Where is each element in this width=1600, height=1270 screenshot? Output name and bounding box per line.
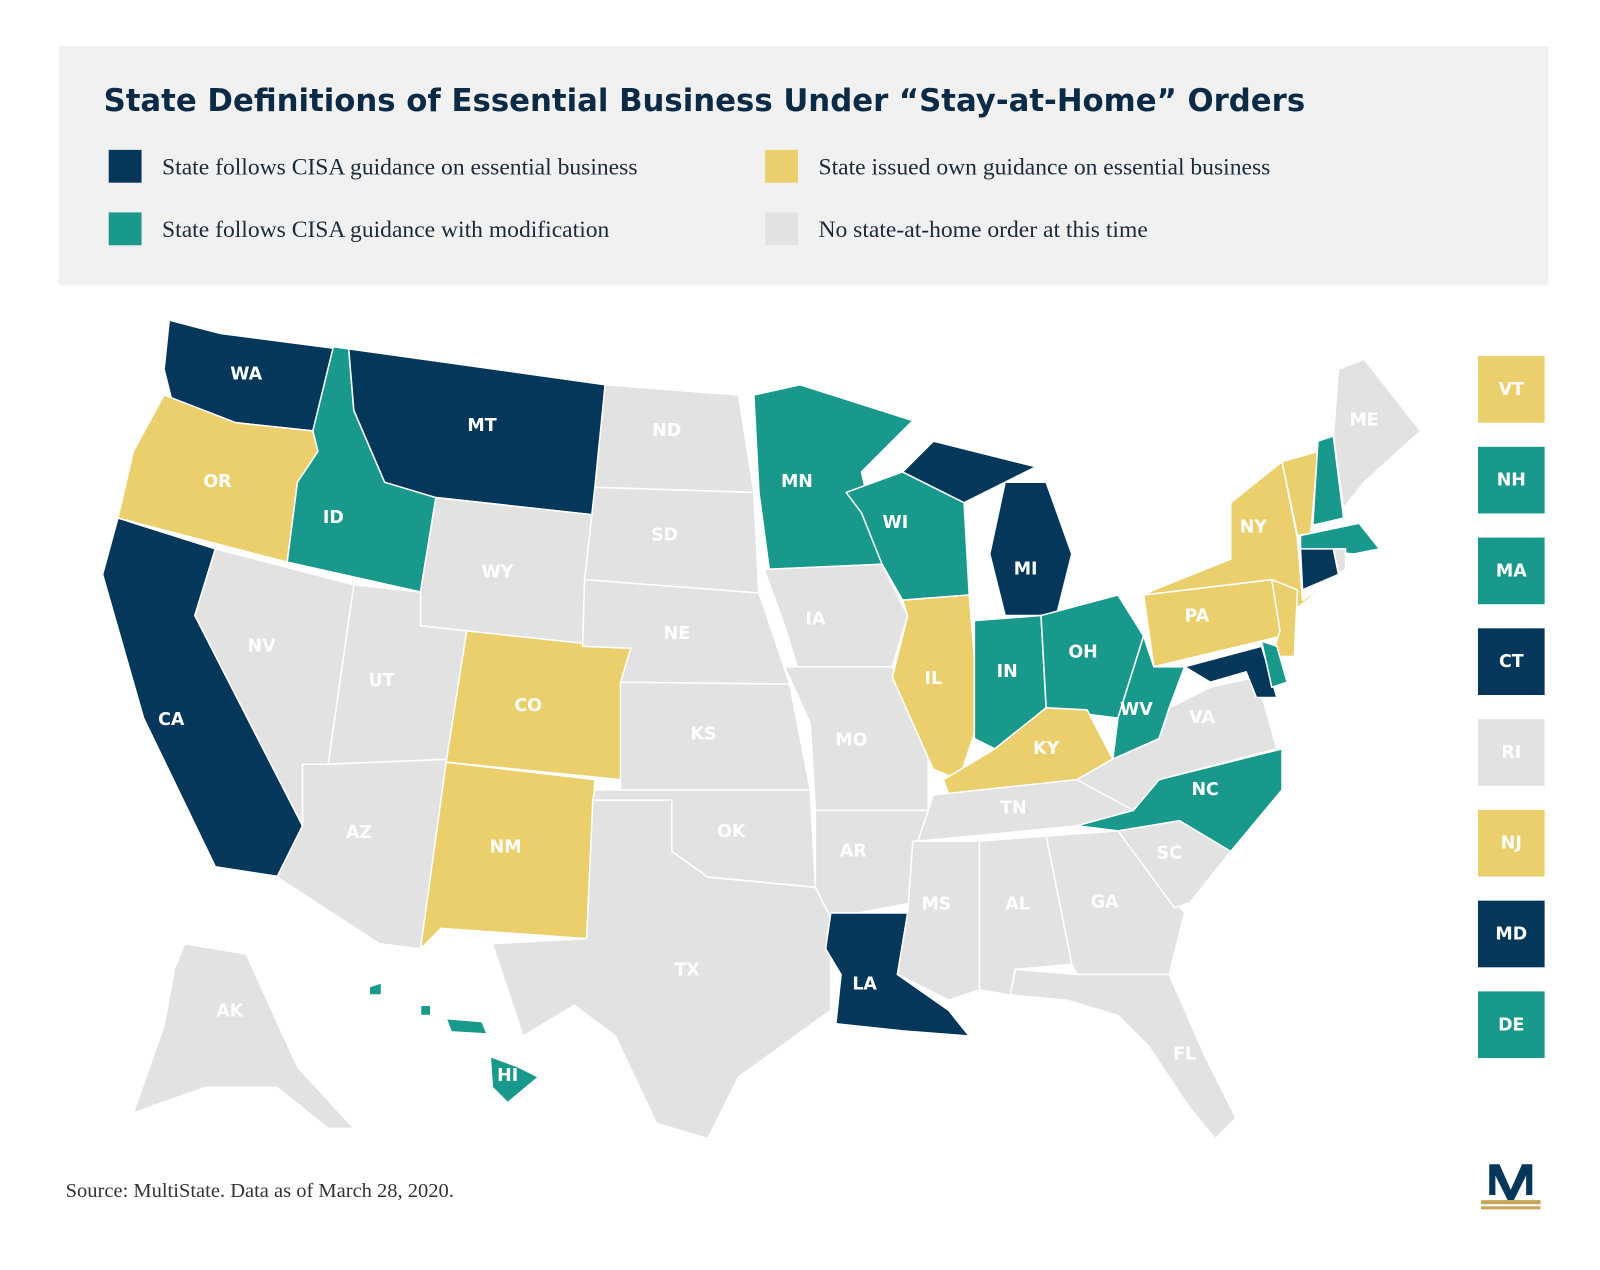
state-label: MI bbox=[1014, 559, 1038, 579]
state-shape bbox=[1299, 548, 1340, 591]
state-label: GA bbox=[1091, 893, 1119, 913]
state-shape bbox=[1112, 635, 1186, 760]
state-label: MN bbox=[781, 472, 813, 492]
small-state-box bbox=[1477, 356, 1545, 423]
state-shape bbox=[891, 594, 981, 781]
state-shape bbox=[132, 942, 355, 1130]
state-shape bbox=[1142, 460, 1335, 617]
state-label: KS bbox=[691, 724, 717, 744]
logo bbox=[1481, 1164, 1541, 1210]
state-label: NC bbox=[1191, 780, 1218, 800]
header-panel bbox=[58, 46, 1549, 286]
state-label: ND bbox=[652, 421, 681, 441]
small-state-box bbox=[1477, 719, 1545, 786]
state-label: TN bbox=[1000, 798, 1026, 818]
state-shape bbox=[1299, 522, 1381, 555]
state-label: IL bbox=[925, 669, 943, 689]
state-label: IN bbox=[997, 662, 1018, 682]
state-label: OK bbox=[717, 822, 747, 842]
legend-swatch bbox=[108, 212, 142, 246]
small-state-label: RI bbox=[1501, 743, 1521, 763]
legend-swatch bbox=[765, 212, 798, 246]
state-shape bbox=[1312, 435, 1345, 527]
state-label: AL bbox=[1005, 895, 1030, 915]
small-state-box bbox=[1477, 900, 1545, 968]
state-shape bbox=[1271, 578, 1299, 658]
us-map bbox=[101, 319, 1422, 1140]
legend-swatch bbox=[108, 149, 142, 183]
legend-swatch bbox=[765, 149, 798, 183]
state-shape bbox=[814, 809, 929, 919]
small-state-box bbox=[1477, 446, 1545, 514]
small-state-label: MD bbox=[1495, 924, 1527, 944]
small-state-label: MA bbox=[1496, 561, 1527, 581]
state-label: MO bbox=[835, 731, 867, 751]
state-shape bbox=[1183, 645, 1278, 699]
small-state-box bbox=[1477, 809, 1545, 877]
state-shape bbox=[1332, 358, 1422, 509]
state-label: ME bbox=[1349, 411, 1378, 431]
state-label: ID bbox=[323, 508, 344, 528]
state-shape bbox=[368, 981, 540, 1104]
state-label: UT bbox=[369, 671, 395, 691]
state-shape bbox=[491, 799, 832, 1140]
state-labels: WA OR CA ID MT WY NV UT AZ CO NM ND SD NE KS OK TX MN IA MO… bbox=[158, 364, 1379, 1086]
title: State Definitions of Essential Business … bbox=[104, 83, 1306, 119]
state-label: CA bbox=[158, 710, 185, 730]
state-shape bbox=[763, 563, 909, 676]
state-shape bbox=[1009, 968, 1237, 1140]
state-label: KY bbox=[1033, 739, 1060, 759]
small-state-boxes: VT NH MA CT RI NJ MD DE bbox=[1477, 356, 1545, 1059]
small-state-label: NH bbox=[1497, 471, 1526, 491]
state-label: AZ bbox=[346, 823, 372, 843]
state-shape bbox=[419, 761, 596, 950]
state-label: WV bbox=[1120, 700, 1153, 720]
state-label: PA bbox=[1185, 607, 1210, 627]
small-state-label: CT bbox=[1499, 652, 1524, 672]
state-label: LA bbox=[852, 975, 877, 995]
state-label: OR bbox=[203, 472, 232, 492]
small-state-label: NJ bbox=[1501, 834, 1522, 854]
state-label: NM bbox=[490, 837, 522, 857]
state-label: OH bbox=[1068, 642, 1097, 662]
legend-label: State follows CISA guidance with modific… bbox=[162, 217, 609, 243]
state-label: NY bbox=[1240, 517, 1268, 537]
state-label: MS bbox=[921, 895, 951, 915]
state-label: MT bbox=[467, 416, 496, 436]
state-label: CO bbox=[514, 696, 542, 716]
state-label: NE bbox=[664, 624, 690, 644]
small-state-label: VT bbox=[1499, 380, 1524, 400]
state-shape bbox=[1332, 548, 1347, 574]
state-label: WA bbox=[230, 364, 262, 384]
state-label: SC bbox=[1157, 843, 1182, 863]
small-state-label: DE bbox=[1498, 1015, 1524, 1035]
source-note: Source: MultiState. Data as of March 28,… bbox=[66, 1180, 454, 1202]
legend-label: State follows CISA guidance on essential… bbox=[162, 154, 637, 180]
state-shape bbox=[1260, 640, 1288, 689]
state-label: AK bbox=[216, 1001, 244, 1021]
small-state-box bbox=[1477, 537, 1545, 605]
state-label: HI bbox=[497, 1066, 518, 1086]
state-label: WI bbox=[883, 513, 909, 533]
legend: State follows CISA guidance on essential… bbox=[108, 149, 1270, 246]
legend-label: No state-at-home order at this time bbox=[818, 217, 1147, 243]
state-label: NV bbox=[247, 636, 276, 656]
state-label: IA bbox=[805, 610, 825, 630]
state-label: TX bbox=[675, 960, 701, 980]
state-label: VA bbox=[1189, 708, 1215, 728]
state-label: FL bbox=[1173, 1044, 1196, 1064]
small-state-box bbox=[1477, 628, 1545, 695]
state-label: WY bbox=[482, 562, 514, 582]
small-state-box bbox=[1477, 991, 1545, 1059]
state-label: AR bbox=[840, 841, 867, 861]
legend-label: State issued own guidance on essential b… bbox=[818, 154, 1270, 180]
state-label: SD bbox=[651, 526, 678, 546]
